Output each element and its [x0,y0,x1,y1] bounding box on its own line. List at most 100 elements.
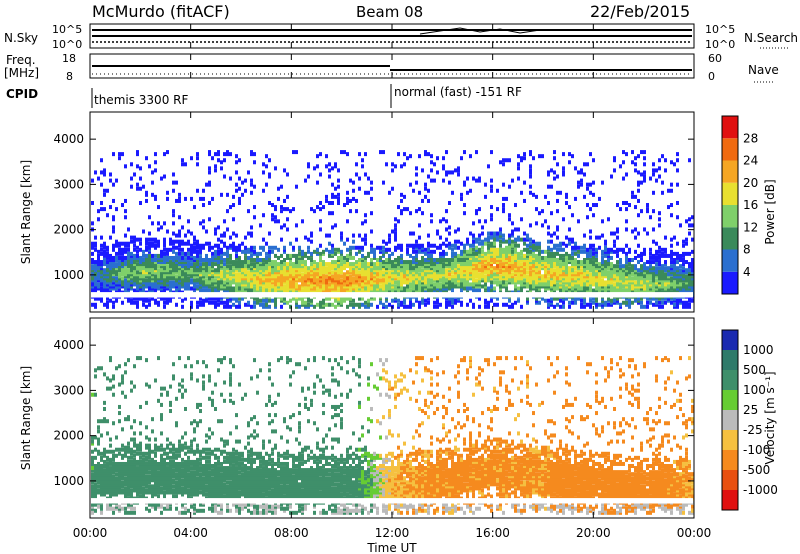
power-cell [415,286,418,291]
power-cell [430,255,433,260]
power-cell [397,262,400,267]
power-cell [325,296,328,301]
power-cell [388,272,391,277]
power-cell [634,276,637,281]
power-cell [616,249,619,254]
power-cell [478,274,481,279]
power-cell [589,207,592,212]
power-cell [427,174,430,179]
power-cell [208,247,211,252]
power-cell [127,268,130,273]
power-cell [229,152,232,157]
power-cell [622,264,625,269]
nsky-tick-top: 10^5 [52,23,82,36]
power-cell [391,298,394,303]
power-cell [439,266,442,271]
power-cell [286,278,289,283]
power-cell [586,288,589,293]
power-cell [550,247,553,252]
power-cell [274,219,277,224]
power-cell [421,249,424,254]
power-cell [112,225,115,230]
power-cell [580,298,583,303]
power-cell [322,266,325,271]
nsky-tick-bottom: 10^0 [52,38,82,51]
power-cell [235,247,238,252]
power-cell [559,278,562,283]
power-cell [103,272,106,277]
power-cell [412,260,415,265]
power-cell [271,280,274,285]
power-cell [223,241,226,246]
power-cell [406,286,409,291]
power-cell [256,266,259,271]
power-cell [214,288,217,293]
power-cell [496,247,499,252]
power-cell [577,219,580,224]
power-cell [655,178,658,183]
power-cell [139,288,142,293]
power-cell [211,245,214,250]
power-cell [535,272,538,277]
power-cell [109,276,112,281]
power-cell [199,251,202,256]
power-cell [604,251,607,256]
power-cell [514,247,517,252]
power-cell [328,211,331,216]
power-cell [220,300,223,305]
power-cell [130,272,133,277]
power-cell [550,168,553,173]
power-cell [655,302,658,307]
power-cell [661,268,664,273]
power-cell [532,282,535,287]
power-cell [154,168,157,173]
power-cell [265,154,268,159]
power-cell [193,272,196,277]
power-cell [181,162,184,167]
power-cell [571,258,574,262]
power-cell [328,253,331,258]
power-cell [118,264,121,269]
power-cell [469,276,472,281]
power-cell [151,180,154,185]
power-cell [565,194,568,199]
power-cell [517,253,520,258]
power-cell [478,278,481,283]
power-cell [313,304,316,309]
power-cell [664,268,667,273]
power-cell [670,276,673,281]
power-cell [268,276,271,281]
power-cell [457,266,460,271]
power-cell [367,280,370,285]
power-cell [373,255,376,260]
power-cell [523,266,526,271]
power-cell [589,280,592,285]
power-cell [631,284,634,289]
power-cell [127,272,130,277]
power-cell [199,196,202,201]
power-cell [655,251,658,256]
power-cell [475,209,478,214]
power-cell [211,274,214,279]
power-cell [613,231,616,236]
power-cell [607,284,610,289]
power-cell [544,276,547,281]
power-cell [673,268,676,273]
power-cell [604,280,607,285]
power-cell [376,284,379,289]
power-cell [154,280,157,285]
power-cell [145,190,148,195]
power-cell [361,272,364,277]
power-cell [208,276,211,281]
power-cell [337,282,340,287]
power-cell [415,243,418,248]
power-cell [583,280,586,285]
power-cell [208,270,211,275]
power-cell [412,188,415,193]
power-cell [493,237,496,242]
power-cell [646,274,649,279]
power-cell [121,300,124,305]
power-cell [385,241,388,246]
power-cell [478,262,481,267]
power-cell [265,288,268,293]
